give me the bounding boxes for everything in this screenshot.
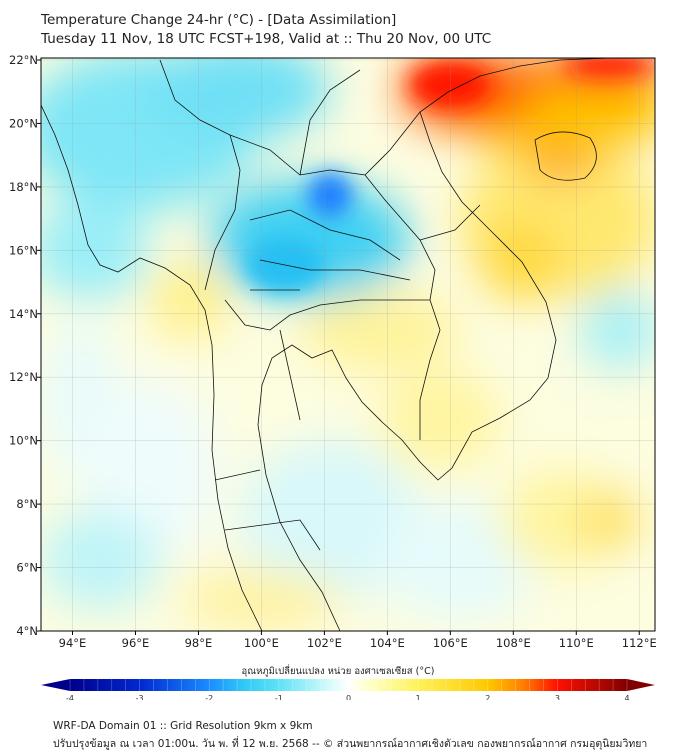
colorbar-max-extension: [627, 679, 655, 691]
lon-tick-label: 102°E: [307, 636, 342, 650]
lat-tick-label: 14°N: [9, 307, 38, 321]
lat-tick-label: 8°N: [16, 497, 38, 511]
lat-tick-label: 4°N: [16, 624, 38, 638]
lon-tick-label: 98°E: [185, 636, 213, 650]
colorbar-tick-label: -2: [205, 694, 213, 700]
latitude-labels: 22°N 20°N 18°N 16°N 14°N 12°N 10°N 8°N 6°N 4°N: [9, 53, 41, 638]
lon-tick-label: 100°E: [244, 636, 279, 650]
temperature-map: 94°E 96°E 98°E 100°E 102°E 104°E 106°E 108°E 110…: [9, 53, 657, 700]
lat-tick-label: 18°N: [9, 180, 38, 194]
field-layer: [41, 58, 655, 631]
lon-tick-label: 94°E: [59, 636, 87, 650]
lon-tick-label: 104°E: [370, 636, 405, 650]
colorbar-tick-label: 1: [416, 694, 421, 700]
lon-tick-label: 96°E: [122, 636, 150, 650]
lat-tick-label: 20°N: [9, 116, 38, 130]
lat-tick-label: 6°N: [16, 561, 38, 575]
lon-tick-label: 106°E: [433, 636, 468, 650]
map-frame: [40, 57, 656, 632]
chart-subtitle: Tuesday 11 Nov, 18 UTC FCST+198, Valid a…: [41, 31, 492, 47]
colorbar-label: อุณหภูมิเปลี่ยนแปลง หน่วย องศาเซลเซียส (…: [241, 666, 435, 677]
colorbar-tick-label: -4: [66, 694, 74, 700]
graticule: [41, 58, 655, 631]
longitude-labels: 94°E 96°E 98°E 100°E 102°E 104°E 106°E 108°E 110…: [59, 631, 657, 650]
lat-tick-label: 12°N: [9, 370, 38, 384]
lon-tick-label: 110°E: [559, 636, 594, 650]
lat-tick-label: 22°N: [9, 53, 38, 67]
lon-tick-label: 108°E: [496, 636, 531, 650]
colorbar-tick-label: 4: [624, 694, 629, 700]
colorbar: -4 -3 -2 -1 0 1 2 3 4: [41, 679, 655, 700]
colorbar-tick-label: -3: [136, 694, 144, 700]
footer-model-info: WRF-DA Domain 01 :: Grid Resolution 9km …: [53, 720, 313, 732]
colorbar-tick-label: 0: [346, 694, 351, 700]
colorbar-min-extension: [41, 679, 70, 691]
lat-tick-label: 16°N: [9, 243, 38, 257]
footer-update-info: ปรับปรุงข้อมูล ณ เวลา 01:00น. วัน พ. ที่…: [53, 738, 648, 750]
lon-tick-label: 112°E: [622, 636, 657, 650]
chart-title: Temperature Change 24-hr (°C) - [Data As…: [41, 12, 397, 28]
lat-tick-label: 10°N: [9, 434, 38, 448]
colorbar-tick-label: -1: [275, 694, 283, 700]
colorbar-tick-label: 2: [485, 694, 490, 700]
coastlines-borders: [41, 58, 611, 631]
colorbar-bar: [70, 679, 627, 691]
colorbar-tick-label: 3: [555, 694, 560, 700]
